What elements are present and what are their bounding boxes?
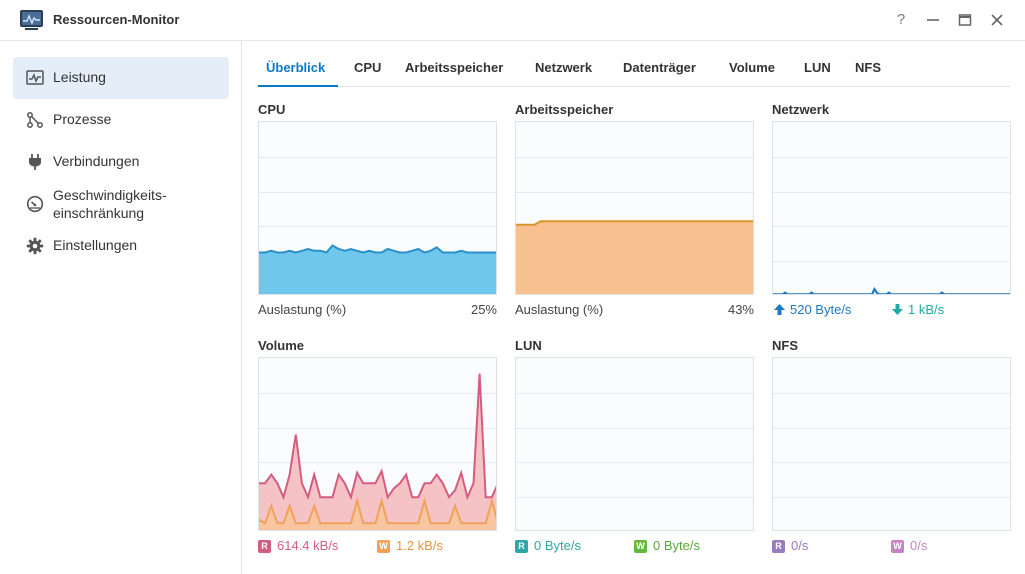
network-chart-svg [773,157,1010,294]
lun-panel-title: LUN [515,338,542,353]
network-series-line [773,286,1010,294]
active-tab-indicator [258,85,338,87]
minimize-button[interactable] [923,10,943,30]
memory-panel-title: Arbeitsspeicher [515,102,614,117]
tab-datentraeger[interactable]: Datenträger [623,60,696,75]
speedometer-icon [26,195,44,213]
write-badge: W [377,540,390,553]
sidebar-item-leistung[interactable]: Leistung [13,57,229,99]
volume-chart-svg [259,373,496,530]
arrow-down-icon [892,304,903,315]
volume-panel-title: Volume [258,338,304,353]
nfs-chart-svg [773,393,1010,498]
cpu-panel-title: CPU [258,102,286,117]
sidebar-item-label: Geschwindigkeits- einschränkung [53,186,223,222]
tab-netzwerk[interactable]: Netzwerk [535,60,593,75]
volume-read-stat: R 614.4 kB/s [258,538,338,553]
sidebar-item-verbindungen[interactable]: Verbindungen [13,141,229,183]
plug-icon [29,154,41,170]
sidebar-item-label-line1: Geschwindigkeits- [53,187,167,203]
sidebar-item-geschwindigkeitseinschraenkung[interactable]: Geschwindigkeits- einschränkung [13,183,229,225]
nfs-panel-title: NFS [772,338,798,353]
help-button[interactable]: ? [896,11,906,28]
cpu-series-line [259,244,496,254]
tab-nfs[interactable]: NFS [855,60,881,75]
memory-usage-label: Auslastung (%) [515,302,604,317]
sidebar-item-label: Verbindungen [53,153,140,169]
tab-lun[interactable]: LUN [804,60,831,75]
nfs-write-value: 0/s [910,538,928,553]
read-badge: R [772,540,785,553]
sidebar-item-einstellungen[interactable]: Einstellungen [13,225,229,267]
lun-chart[interactable] [515,357,754,531]
lun-write-value: 0 Byte/s [653,538,700,553]
performance-icon [26,70,44,85]
volume-chart[interactable] [258,357,497,531]
nfs-write-stat: W 0/s [891,538,927,553]
sidebar-item-label: Prozesse [53,111,112,127]
lun-chart-svg [516,393,753,498]
sidebar-item-prozesse[interactable]: Prozesse [13,99,229,141]
write-badge: W [634,540,647,553]
network-chart[interactable] [772,121,1011,295]
cpu-usage-value: 25% [470,302,497,317]
tab-volume[interactable]: Volume [729,60,775,75]
nfs-read-stat: R 0/s [772,538,808,553]
volume-read-value: 614.4 kB/s [277,538,339,553]
volume-write-value: 1.2 kB/s [396,538,443,553]
resource-monitor-app-icon [20,10,43,30]
volume-write-stat: W 1.2 kB/s [377,538,443,553]
title-bar: Ressourcen-Monitor ? [0,0,1025,41]
volume-write-series-line [259,496,496,525]
network-panel-title: Netzwerk [772,102,830,117]
write-badge: W [891,540,904,553]
network-upload-stat: 520 Byte/s [774,302,851,317]
tab-ueberblick[interactable]: Überblick [266,60,325,75]
sidebar: Leistung Prozesse Verbindungen Geschwind… [0,41,242,574]
cpu-chart[interactable] [258,121,497,295]
nfs-read-value: 0/s [791,538,809,553]
sidebar-item-label: Leistung [53,69,106,85]
close-button[interactable] [987,10,1007,30]
volume-write-series-area [259,500,496,530]
sidebar-item-label-line2: einschränkung [53,205,145,221]
sidebar-item-label: Einstellungen [53,237,138,253]
volume-read-series-line [259,373,496,501]
network-download-stat: 1 kB/s [892,302,944,317]
volume-read-series-area [259,373,496,530]
memory-series-area [516,221,753,294]
memory-series-line [516,220,753,226]
read-badge: R [515,540,528,553]
network-series-area [783,289,944,294]
lun-read-stat: R 0 Byte/s [515,538,581,553]
network-download-value: 1 kB/s [908,302,945,317]
memory-usage-value: 43% [727,302,754,317]
tab-label: Überblick [266,60,326,75]
read-badge: R [258,540,271,553]
gear-icon [26,237,44,255]
processes-icon [27,112,43,128]
cpu-chart-svg [259,157,496,294]
tab-bar: Überblick CPU Arbeitsspeicher Netzwerk D… [257,41,1010,87]
arrow-up-icon [774,304,785,315]
tab-arbeitsspeicher[interactable]: Arbeitsspeicher [405,60,504,75]
lun-read-value: 0 Byte/s [534,538,581,553]
memory-chart-svg [516,157,753,294]
tab-cpu[interactable]: CPU [354,60,382,75]
cpu-series-area [259,245,496,294]
cpu-usage-label: Auslastung (%) [258,302,347,317]
nfs-chart[interactable] [772,357,1011,531]
network-upload-value: 520 Byte/s [790,302,852,317]
window-title: Ressourcen-Monitor [53,12,180,27]
memory-chart[interactable] [515,121,754,295]
lun-write-stat: W 0 Byte/s [634,538,700,553]
maximize-button[interactable] [955,10,975,30]
